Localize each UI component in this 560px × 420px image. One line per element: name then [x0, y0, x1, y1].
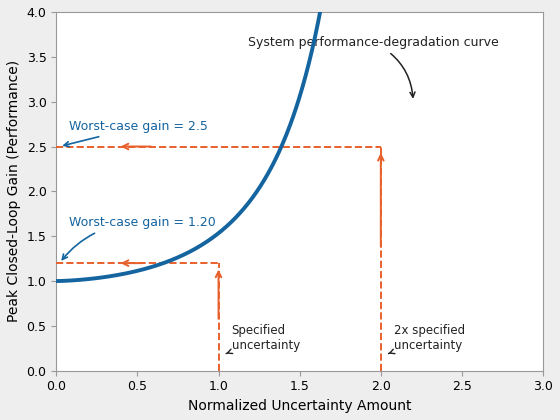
- Text: Worst-case gain = 2.5: Worst-case gain = 2.5: [64, 120, 208, 147]
- Y-axis label: Peak Closed-Loop Gain (Performance): Peak Closed-Loop Gain (Performance): [7, 60, 21, 323]
- Text: Specified
uncertainty: Specified uncertainty: [226, 324, 300, 354]
- Text: System performance-degradation curve: System performance-degradation curve: [248, 36, 498, 97]
- Text: 2x specified
uncertainty: 2x specified uncertainty: [389, 324, 465, 354]
- X-axis label: Normalized Uncertainty Amount: Normalized Uncertainty Amount: [188, 399, 412, 413]
- Text: Worst-case gain = 1.20: Worst-case gain = 1.20: [62, 216, 216, 260]
